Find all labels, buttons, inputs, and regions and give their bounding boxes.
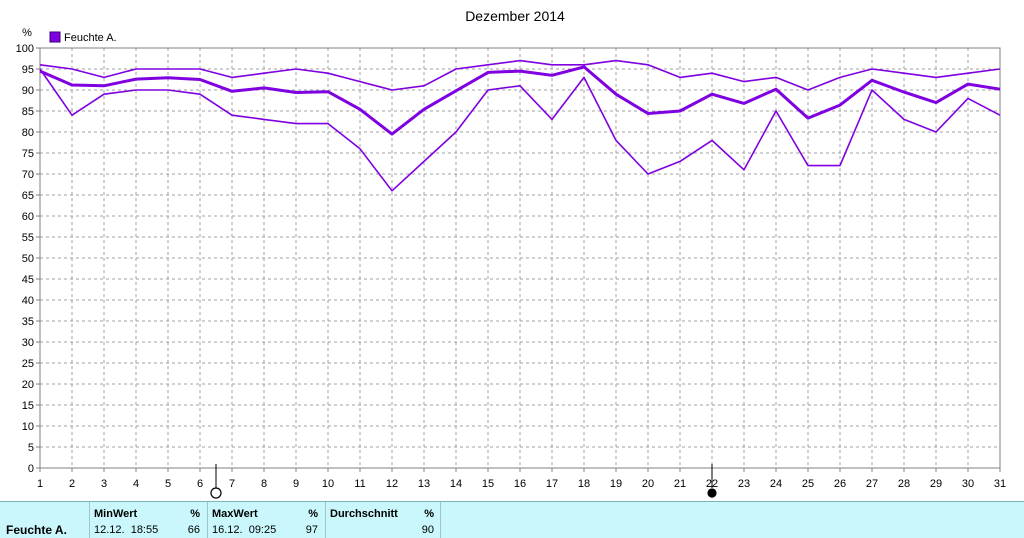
x-tick-label: 13 [418, 478, 430, 490]
x-tick-label: 21 [674, 478, 686, 490]
y-tick-label: 100 [16, 43, 34, 55]
x-tick-label: 17 [546, 478, 558, 490]
x-tick-label: 19 [610, 478, 622, 490]
y-tick-label: 70 [22, 169, 34, 181]
y-tick-label: 75 [22, 148, 34, 160]
max-time: 16.12. 09:25 [212, 524, 277, 536]
series-line-max [39, 59, 1001, 91]
average-value: 90 [421, 524, 434, 536]
y-tick-label: 0 [28, 463, 34, 475]
y-tick-label: 45 [22, 274, 34, 286]
x-tick-label: 4 [133, 478, 139, 490]
new-moon-icon [707, 488, 717, 498]
x-tick-label: 3 [101, 478, 107, 490]
footer-series-label: Feuchte A. [6, 523, 67, 537]
x-tick-label: 8 [261, 478, 267, 490]
series-line-min [39, 68, 1001, 192]
average-unit: % [424, 508, 434, 520]
x-tick-label: 26 [834, 478, 846, 490]
series [39, 59, 1001, 192]
x-tick-label: 28 [898, 478, 910, 490]
y-tick-label: 95 [22, 64, 34, 76]
y-tick-label: 65 [22, 190, 34, 202]
x-tick-label: 11 [354, 478, 365, 490]
y-tick-label: 60 [22, 211, 34, 223]
x-tick-label: 15 [482, 478, 494, 490]
x-tick-label: 1 [37, 478, 43, 490]
x-tick-label: 30 [962, 478, 974, 490]
series-line-mean [39, 65, 1001, 136]
x-tick-label: 6 [197, 478, 203, 490]
moon-markers [210, 464, 717, 499]
chart-title: Dezember 2014 [465, 8, 565, 24]
x-axis-ticks: 1 2 3 4 5 6 7 8 9 10 11 12 13 14 15 16 17 18 19 20 21 22 23 24 2… [37, 468, 1006, 490]
max-header: MaxWert [212, 508, 258, 520]
statistics-footer: Feuchte A. MinWert % 12.12. 18:55 66 Max… [0, 501, 1024, 538]
y-tick-label: 15 [22, 400, 34, 412]
x-tick-label: 25 [802, 478, 814, 490]
y-tick-label: 30 [22, 337, 34, 349]
x-tick-label: 10 [322, 478, 334, 490]
y-tick-label: 85 [22, 106, 34, 118]
x-tick-label: 7 [229, 478, 235, 490]
max-value: 97 [305, 524, 318, 536]
chart: Dezember 2014 % Feuchte A. 0510152025303… [16, 8, 1006, 499]
y-tick-label: 90 [22, 85, 34, 97]
min-time: 12.12. 18:55 [94, 524, 159, 536]
x-tick-label: 23 [738, 478, 750, 490]
x-tick-label: 20 [642, 478, 654, 490]
y-tick-label: 10 [22, 421, 34, 433]
x-tick-label: 24 [770, 478, 782, 490]
x-tick-label: 12 [386, 478, 398, 490]
y-tick-label: 25 [22, 358, 34, 370]
y-tick-label: 80 [22, 127, 34, 139]
x-tick-label: 27 [866, 478, 878, 490]
min-value-cell: MinWert % 12.12. 18:55 66 [89, 502, 208, 538]
full-moon-icon [210, 487, 222, 499]
y-axis-unit-label: % [22, 27, 32, 39]
x-tick-label: 14 [450, 478, 462, 490]
min-value: 66 [187, 524, 200, 536]
average-cell: Durchschnitt % 90 [325, 502, 441, 538]
y-tick-label: 50 [22, 253, 34, 265]
x-tick-label: 29 [930, 478, 942, 490]
average-header: Durchschnitt [330, 508, 398, 520]
y-tick-label: 40 [22, 295, 34, 307]
x-tick-label: 2 [69, 478, 75, 490]
max-unit: % [308, 508, 318, 520]
x-tick-label: 18 [578, 478, 590, 490]
x-tick-label: 9 [293, 478, 299, 490]
x-tick-label: 5 [165, 478, 171, 490]
x-tick-label: 31 [994, 478, 1006, 490]
legend-label: Feuchte A. [64, 32, 117, 44]
y-tick-label: 20 [22, 379, 34, 391]
min-header: MinWert [94, 508, 138, 520]
grid [40, 48, 1000, 468]
y-axis-ticks: 0 5 10 15 20 25 30 35 40 45 50 55 60 65 70 75 80 85 90 95 10… [16, 43, 40, 475]
legend-swatch [49, 31, 61, 43]
y-tick-label: 55 [22, 232, 34, 244]
y-tick-label: 5 [28, 442, 34, 454]
max-value-cell: MaxWert % 16.12. 09:25 97 [207, 502, 326, 538]
y-tick-label: 35 [22, 316, 34, 328]
min-unit: % [190, 508, 200, 520]
x-tick-label: 16 [514, 478, 526, 490]
